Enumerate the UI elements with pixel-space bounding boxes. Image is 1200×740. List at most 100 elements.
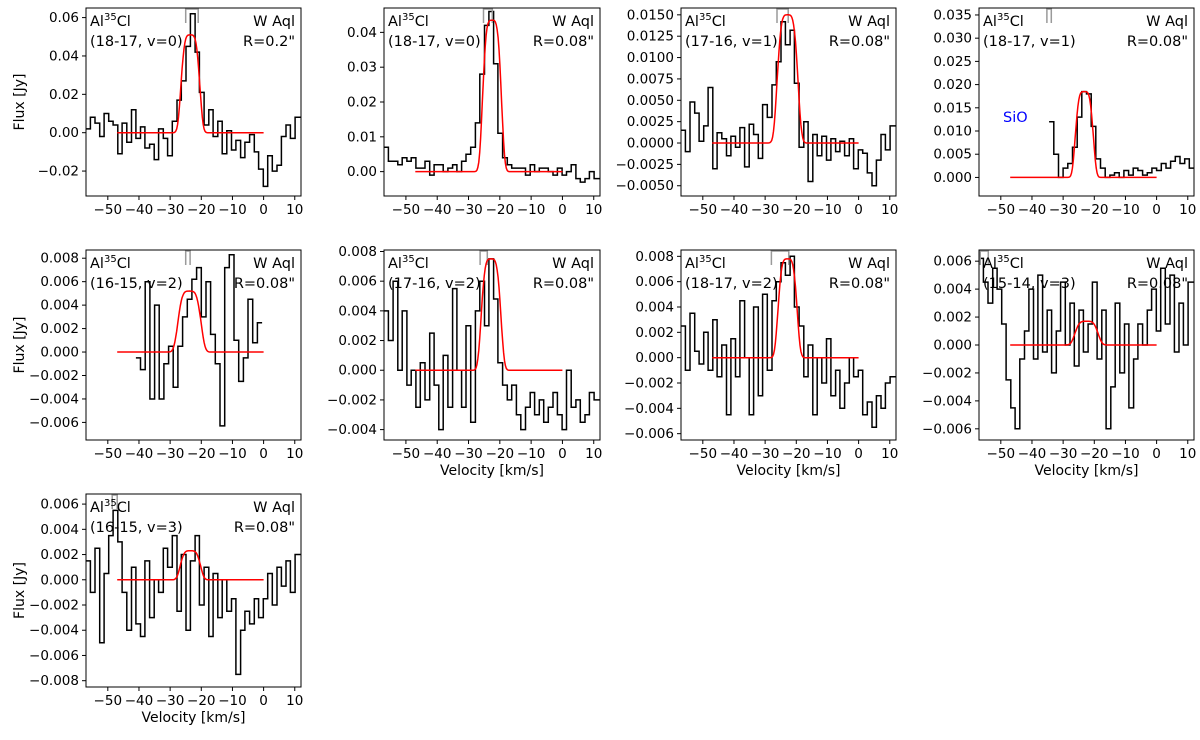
svg-text:−40: −40 <box>125 446 154 462</box>
x-tick: 10 <box>1179 440 1196 462</box>
molecule-label: Al35Cl <box>983 254 1024 272</box>
radius-label: R=0.08" <box>829 34 890 50</box>
y-tick: −0.002 <box>327 392 384 408</box>
x-tick: −10 <box>218 196 247 218</box>
svg-text:−0.0025: −0.0025 <box>615 157 674 173</box>
y-tick: 0.004 <box>933 282 979 298</box>
y-tick: 0.008 <box>635 249 681 265</box>
svg-text:−20: −20 <box>187 202 216 218</box>
svg-text:−0.006: −0.006 <box>29 415 79 431</box>
svg-text:10: 10 <box>585 202 602 218</box>
svg-text:−20: −20 <box>187 693 216 709</box>
svg-text:−20: −20 <box>1080 202 1109 218</box>
model-fit <box>712 258 859 359</box>
y-tick: 0.030 <box>933 31 979 47</box>
svg-text:0.002: 0.002 <box>933 310 972 326</box>
svg-text:−10: −10 <box>1111 446 1140 462</box>
x-tick: 0 <box>1152 196 1161 218</box>
y-tick: 0.006 <box>40 274 86 290</box>
y-tick: 0.002 <box>40 547 86 563</box>
y-tick: −0.004 <box>29 391 86 407</box>
svg-text:−0.002: −0.002 <box>327 392 377 408</box>
radius-label: R=0.08" <box>1127 276 1188 292</box>
svg-text:10: 10 <box>1179 446 1196 462</box>
molecule-label: Al35Cl <box>388 12 429 30</box>
svg-text:0.000: 0.000 <box>40 345 79 361</box>
svg-text:−20: −20 <box>187 446 216 462</box>
svg-text:−30: −30 <box>454 446 483 462</box>
svg-text:−0.002: −0.002 <box>29 368 79 384</box>
svg-text:0.005: 0.005 <box>933 147 972 163</box>
data-spectrum <box>135 253 263 427</box>
plot-frame <box>383 249 601 441</box>
blended-channel <box>979 250 990 265</box>
x-tick: 10 <box>881 440 898 462</box>
x-tick: −40 <box>423 196 451 218</box>
radius-label: R=0.08" <box>234 520 295 536</box>
x-tick: 0 <box>259 440 268 462</box>
x-tick: 10 <box>286 196 303 218</box>
transition-label: (18-17, v=2) <box>685 276 778 292</box>
svg-text:0: 0 <box>854 202 863 218</box>
y-tick: −0.002 <box>29 598 86 614</box>
svg-text:0: 0 <box>854 446 863 462</box>
svg-text:0.0100: 0.0100 <box>627 50 674 66</box>
x-tick: 10 <box>1179 196 1196 218</box>
star-label: W Aql <box>253 500 295 516</box>
transition-label: (18-17, v=0) <box>388 34 481 50</box>
y-tick: 0.000 <box>40 345 86 361</box>
radius-label: R=0.2" <box>243 34 295 50</box>
y-tick: 0.01 <box>347 129 384 145</box>
svg-text:−30: −30 <box>751 202 780 218</box>
x-tick: −30 <box>454 440 483 462</box>
svg-text:0: 0 <box>259 446 268 462</box>
svg-text:−0.0050: −0.0050 <box>615 178 674 194</box>
svg-text:0.004: 0.004 <box>40 298 79 314</box>
x-tick: −40 <box>423 440 451 462</box>
data-spectrum <box>384 10 600 183</box>
x-tick: −30 <box>1049 440 1077 462</box>
svg-text:0.0150: 0.0150 <box>627 7 674 23</box>
svg-text:10: 10 <box>881 446 898 462</box>
x-tick: −30 <box>156 687 184 709</box>
x-tick: −10 <box>517 196 545 218</box>
model-fit <box>1010 320 1157 346</box>
x-tick: −20 <box>187 687 216 709</box>
y-tick: 0.0025 <box>627 114 681 130</box>
y-tick: −0.002 <box>624 376 681 392</box>
svg-text:0: 0 <box>558 202 567 218</box>
y-tick: 0.002 <box>338 333 384 349</box>
x-tick: −30 <box>751 196 780 218</box>
x-tick: 10 <box>881 196 898 218</box>
panel-1: −50 −40 −30 −20 −10 0 10 −0.02 0.00 0.02 0.04 0.06 A… <box>12 7 303 218</box>
svg-text:−0.004: −0.004 <box>29 623 79 639</box>
svg-text:−0.02: −0.02 <box>38 164 79 180</box>
svg-text:−0.006: −0.006 <box>922 421 972 437</box>
svg-text:−30: −30 <box>454 202 483 218</box>
svg-text:−40: −40 <box>125 693 154 709</box>
svg-text:0.035: 0.035 <box>933 7 972 23</box>
svg-text:0.02: 0.02 <box>49 87 79 103</box>
svg-text:−20: −20 <box>486 446 515 462</box>
svg-text:0.000: 0.000 <box>40 572 79 588</box>
x-tick: −50 <box>94 687 122 709</box>
x-tick: −10 <box>218 687 247 709</box>
svg-text:−0.004: −0.004 <box>624 401 674 417</box>
plot-frame <box>85 249 302 441</box>
x-tick: 10 <box>286 687 303 709</box>
y-tick: 0.04 <box>49 48 86 64</box>
y-tick: 0.002 <box>635 325 681 341</box>
y-tick: −0.0050 <box>615 178 681 194</box>
panel-6: −50 −40 −30 −20 −10 0 10 −0.004 −0.002 0.000 0.002… <box>327 244 602 479</box>
x-tick: −40 <box>125 196 153 218</box>
blended-channel <box>482 8 494 23</box>
blended-channel <box>770 250 790 265</box>
y-tick: 0.035 <box>933 7 979 23</box>
blended-channel <box>479 250 489 265</box>
y-tick: 0.025 <box>933 54 979 70</box>
svg-text:0.004: 0.004 <box>40 522 79 538</box>
star-label: W Aql <box>1146 256 1188 272</box>
x-tick: −50 <box>987 196 1015 218</box>
svg-text:0.04: 0.04 <box>49 48 79 64</box>
x-tick: 10 <box>286 440 303 462</box>
